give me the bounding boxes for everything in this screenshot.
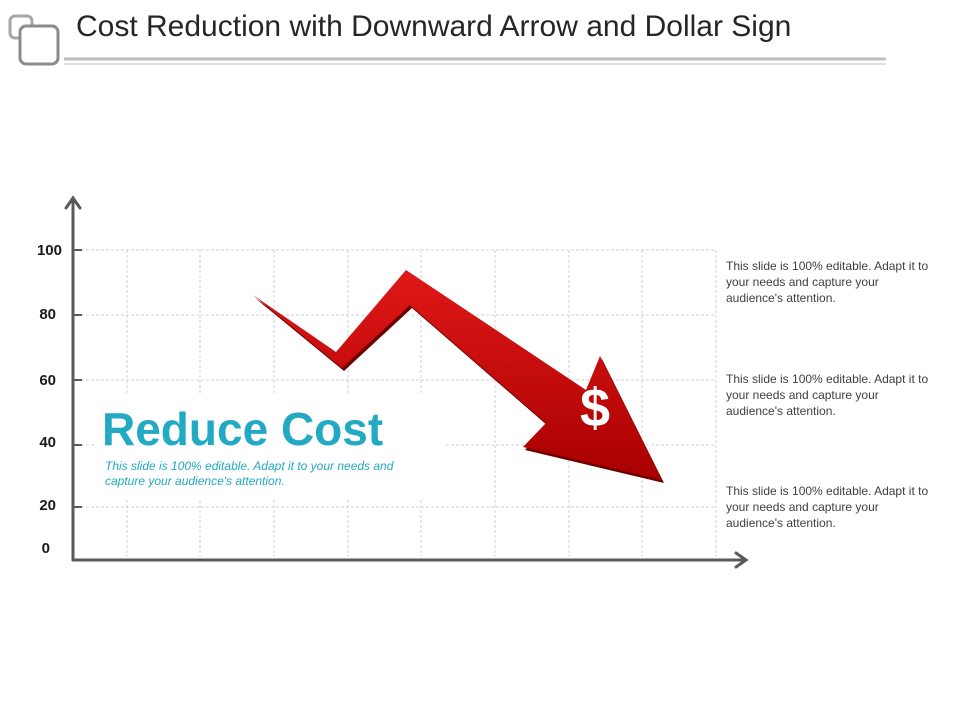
y-tick-label: 80 (39, 306, 56, 323)
y-tick-label: 100 (36, 242, 62, 259)
reduce-cost-callout: Reduce Cost This slide is 100% editable.… (94, 394, 446, 498)
y-tick-label: 60 (39, 372, 56, 389)
logo-squares-icon (8, 14, 60, 66)
dollar-sign-icon: $ (579, 378, 611, 438)
note-text: This slide is 100% editable. Adapt it to… (726, 484, 929, 530)
note-text: This slide is 100% editable. Adapt it to… (726, 372, 929, 418)
note-text: This slide is 100% editable. Adapt it to… (726, 259, 929, 305)
y-tick-label: 0 (41, 540, 50, 557)
page-title: Cost Reduction with Downward Arrow and D… (76, 10, 792, 43)
reduce-cost-description: This slide is 100% editable. Adapt it to… (105, 459, 394, 488)
y-axis-ticks (73, 249, 82, 508)
axes (64, 195, 749, 569)
y-tick-label: 40 (39, 434, 56, 451)
downward-arrow-icon (253, 270, 664, 483)
title-divider (64, 57, 886, 65)
reduce-cost-title: Reduce Cost (102, 403, 384, 455)
y-tick-label: 20 (39, 497, 56, 514)
